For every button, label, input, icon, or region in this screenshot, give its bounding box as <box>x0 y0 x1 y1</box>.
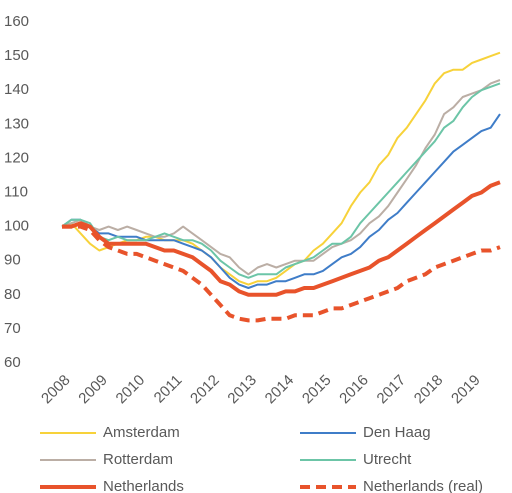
x-tick-label: 2019 <box>448 372 484 408</box>
x-tick-label: 2016 <box>336 372 372 408</box>
x-tick-label: 2008 <box>38 372 74 408</box>
x-tick-label: 2011 <box>151 372 186 407</box>
series-line <box>61 79 501 276</box>
legend-label: Den Haag <box>363 424 431 441</box>
legend-label: Amsterdam <box>103 424 180 441</box>
series-line <box>61 113 501 289</box>
y-tick-label: 60 <box>4 354 21 371</box>
legend-label: Rotterdam <box>103 451 173 468</box>
x-tick-label: 2013 <box>224 372 260 408</box>
x-tick-label: 2012 <box>187 372 223 408</box>
y-tick-label: 130 <box>4 115 29 132</box>
x-tick-label: 2018 <box>411 372 447 408</box>
legend-label: Netherlands (real) <box>363 478 483 493</box>
y-tick-label: 140 <box>4 81 29 98</box>
x-tick-label: 2010 <box>113 372 149 408</box>
x-tick-label: 2014 <box>262 372 298 408</box>
legend-label: Netherlands <box>103 478 184 493</box>
y-tick-label: 110 <box>4 183 28 200</box>
x-tick-label: 2017 <box>374 372 410 408</box>
y-tick-label: 150 <box>4 47 29 64</box>
series-line <box>62 224 501 323</box>
x-tick-label: 2009 <box>75 372 111 408</box>
y-tick-label: 160 <box>4 13 29 30</box>
y-tick-label: 120 <box>4 149 29 166</box>
series-line <box>62 180 501 297</box>
y-tick-label: 90 <box>4 252 21 269</box>
legend-label: Utrecht <box>363 451 412 468</box>
y-tick-label: 100 <box>4 218 29 235</box>
y-tick-label: 80 <box>4 286 21 303</box>
series-line <box>61 51 501 286</box>
x-tick-label: 2015 <box>299 372 335 408</box>
series-line <box>61 82 501 279</box>
y-tick-label: 70 <box>4 320 21 337</box>
